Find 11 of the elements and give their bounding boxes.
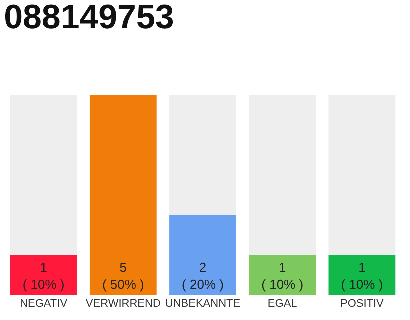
data-label: 5 ( 50% ) [102,260,144,292]
x-tick-label: NEGATIV [20,298,68,310]
x-tick-label: EGAL [268,298,298,310]
data-label: 1 ( 10% ) [262,260,304,292]
x-tick-label: UNBEKANNTE [165,298,241,310]
data-label: 2 ( 20% ) [182,260,224,292]
x-tick-label: POSITIV [340,298,385,310]
x-tick-label: VERWIRREND [86,298,161,310]
chart-title: 088149753 [4,0,174,37]
data-label: 1 ( 10% ) [341,260,384,292]
data-label: 1 ( 10% ) [22,260,65,292]
